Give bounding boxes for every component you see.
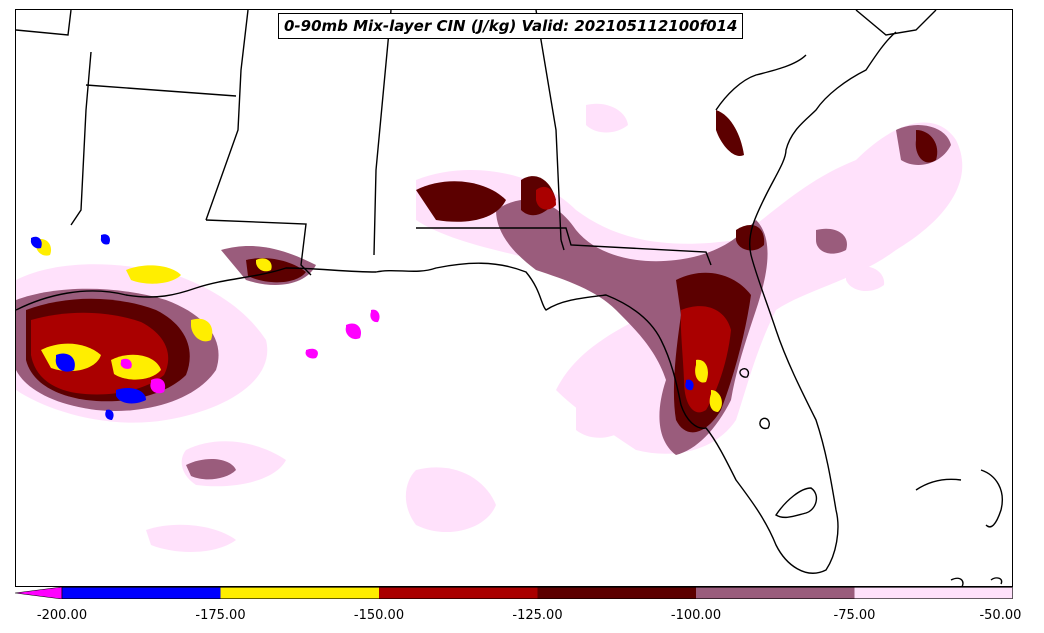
state-borders xyxy=(16,10,937,276)
colorbar-bin xyxy=(854,587,1013,599)
colorbar-bin xyxy=(537,587,696,599)
colorbar-bin xyxy=(379,587,538,599)
colorbar-bin xyxy=(62,587,221,599)
colorbar-tick-label: -125.00 xyxy=(512,608,563,623)
colorbar-bin xyxy=(696,587,855,599)
coastline xyxy=(16,31,1003,586)
colorbar-extend-triangle xyxy=(15,587,63,599)
map-title: 0-90mb Mix-layer CIN (J/kg) Valid: 20210… xyxy=(278,13,744,39)
colorbar-tick-label: -50.00 xyxy=(979,608,1022,623)
colorbar-tick-label: -175.00 xyxy=(195,608,246,623)
colorbar-outline xyxy=(61,587,1013,599)
colorbar-tick-label: -75.00 xyxy=(833,608,876,623)
cin-magenta-fill xyxy=(120,309,380,394)
colorbar-tick-label: -200.00 xyxy=(36,608,88,623)
map-panel xyxy=(15,9,1013,587)
colorbar-tick-label: -150.00 xyxy=(353,608,405,623)
colorbar xyxy=(15,587,1013,599)
colorbar-tick-label: -100.00 xyxy=(670,608,722,623)
map-canvas xyxy=(16,10,1003,586)
colorbar-bin xyxy=(220,587,379,599)
cin-blue-fill xyxy=(30,234,694,420)
